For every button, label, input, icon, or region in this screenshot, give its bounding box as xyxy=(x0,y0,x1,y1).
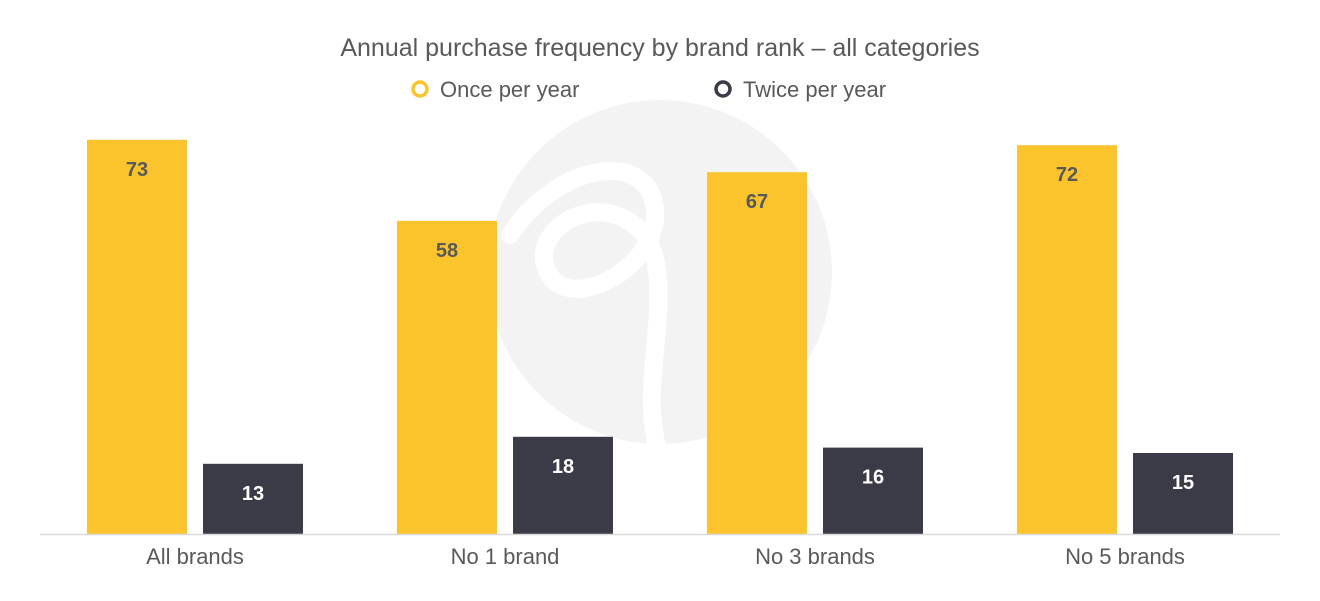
bar-all-brands-twice-per-year xyxy=(203,463,303,534)
value-labels-group: 73 13 58 18 67 16 72 15 xyxy=(126,159,1194,505)
bar-no-5-brands-twice-per-year xyxy=(1133,453,1233,534)
legend-label-once-per-year: Once per year xyxy=(440,77,579,102)
x-tick-all-brands: All brands xyxy=(146,544,244,569)
bar-no-1-brand-once-per-year-value-label: 58 xyxy=(436,240,458,262)
x-tick-no-3-brands: No 3 brands xyxy=(755,544,875,569)
bar-no-5-brands-once-per-year-value-label: 72 xyxy=(1056,164,1078,186)
x-tick-no-5-brands: No 5 brands xyxy=(1065,544,1185,569)
bar-no-5-brands-once-per-year xyxy=(1017,145,1117,534)
bar-no-1-brand-twice-per-year xyxy=(513,436,613,534)
bar-all-brands-once-per-year xyxy=(87,139,187,535)
bar-no-3-brands-twice-per-year xyxy=(823,447,923,534)
bar-all-brands-once-per-year-value-label: 73 xyxy=(126,159,148,181)
legend-marker-once-per-year xyxy=(411,80,429,98)
bar-no-3-brands-twice-per-year-value-label: 16 xyxy=(862,467,884,489)
bar-no-3-brands-once-per-year-value-label: 67 xyxy=(746,191,768,213)
bar-no-1-brand-twice-per-year-value-label: 18 xyxy=(552,456,574,478)
bar-no-5-brands-twice-per-year-value-label: 15 xyxy=(1172,472,1194,494)
bars-group xyxy=(87,139,1233,535)
legend-marker-twice-per-year xyxy=(714,80,732,98)
bar-no-1-brand-once-per-year xyxy=(397,220,497,535)
legend: Once per year Twice per year xyxy=(411,77,886,102)
chart-title: Annual purchase frequency by brand rank … xyxy=(340,34,979,62)
legend-label-twice-per-year: Twice per year xyxy=(743,77,886,102)
x-axis-ticks: All brands No 1 brand No 3 brands No 5 bran… xyxy=(146,544,1185,569)
x-tick-no-1-brand: No 1 brand xyxy=(451,544,560,569)
bar-all-brands-twice-per-year-value-label: 13 xyxy=(242,483,264,505)
bar-no-3-brands-once-per-year xyxy=(707,172,807,534)
